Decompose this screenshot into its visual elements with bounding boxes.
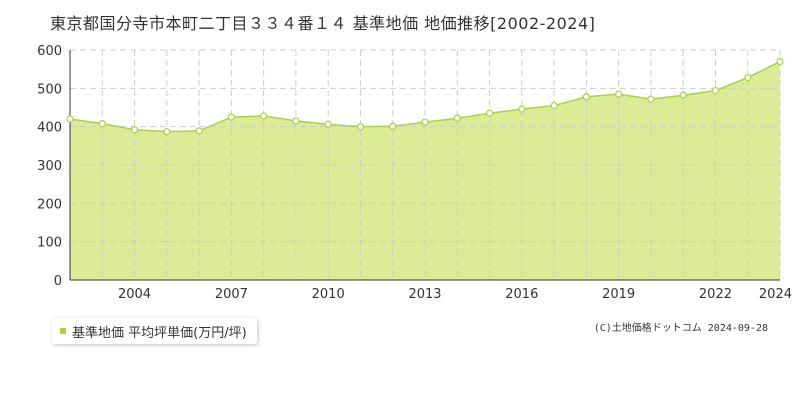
data-point: [744, 73, 752, 82]
data-point: [582, 93, 590, 101]
data-point: [776, 57, 784, 66]
legend-swatch-icon: [60, 328, 66, 334]
y-tick-label: 400: [37, 121, 62, 136]
x-tick-label: 2016: [505, 287, 538, 302]
x-tick-label: 2004: [118, 287, 151, 302]
data-point: [324, 120, 332, 128]
data-point: [615, 90, 623, 98]
data-point: [260, 112, 268, 120]
data-point: [679, 91, 687, 99]
data-point: [195, 127, 203, 135]
data-point: [163, 128, 171, 136]
data-point: [98, 119, 106, 128]
data-point: [389, 122, 397, 130]
y-tick-label: 200: [37, 197, 62, 212]
legend-label: 基準地価 平均坪単価(万円/坪): [72, 325, 247, 341]
x-tick-label: 2013: [408, 287, 441, 302]
y-tick-label: 100: [37, 236, 62, 251]
y-tick-label: 500: [37, 82, 62, 97]
x-tick-label: 2019: [602, 287, 635, 302]
y-tick-label: 600: [37, 44, 62, 59]
data-point: [130, 126, 139, 134]
data-point: [66, 115, 74, 123]
x-tick-label: 2010: [312, 287, 345, 302]
data-point: [227, 113, 235, 121]
x-tick-label: 2007: [215, 287, 248, 302]
data-point: [647, 95, 655, 103]
data-point: [421, 118, 429, 126]
data-point: [485, 109, 494, 117]
data-point: [356, 123, 365, 131]
data-point: [711, 87, 720, 95]
x-tick-label: 2024: [759, 287, 792, 302]
data-point: [518, 105, 526, 113]
x-tick-label: 2022: [699, 287, 732, 302]
copyright-text: (C)土地価格ドットコム 2024-09-28: [593, 323, 768, 334]
legend: 基準地価 平均坪単価(万円/坪): [52, 318, 257, 344]
chart-title: 東京都国分寺市本町二丁目３３４番１４ 基準地価 地価推移[2002-2024]: [50, 14, 596, 33]
y-tick-label: 0: [54, 274, 62, 289]
y-tick-label: 300: [37, 159, 62, 174]
data-point: [292, 117, 300, 125]
data-point: [550, 101, 558, 110]
data-point: [453, 114, 461, 122]
